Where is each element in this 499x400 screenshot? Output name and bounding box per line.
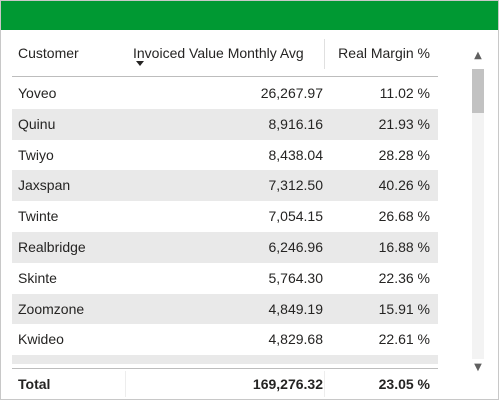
column-divider: [324, 371, 325, 397]
real-margin-cell: 22.36 %: [378, 269, 430, 286]
visual-header-bar: [1, 1, 498, 30]
total-label: Total: [18, 376, 51, 392]
invoiced-value-cell: 5,764.30: [268, 269, 324, 286]
customer-cell: Twinte: [18, 208, 59, 225]
column-divider: [324, 39, 325, 69]
column-header-customer[interactable]: Customer: [12, 30, 125, 77]
real-margin-cell: 22.61 %: [378, 331, 430, 348]
column-header-label: Invoiced Value Monthly Avg: [133, 45, 304, 61]
total-value: 169,276.32: [252, 376, 323, 392]
invoiced-value-cell: 4,829.68: [268, 331, 324, 348]
invoiced-value-cell: 4,849.19: [268, 300, 324, 317]
total-row: Total 169,276.32 23.05 %: [12, 368, 438, 398]
table-row[interactable]: Skinte 5,764.30 22.36 %: [12, 263, 438, 294]
invoiced-value-cell: 26,267.97: [260, 85, 323, 101]
customer-cell: Realbridge: [18, 238, 86, 255]
invoiced-value-cell: 8,438.04: [268, 146, 324, 163]
real-margin-cell: 23.00 %: [379, 355, 430, 364]
real-margin-cell: 15.91 %: [378, 300, 430, 317]
column-header-invoiced-value[interactable]: Invoiced Value Monthly Avg: [125, 30, 324, 77]
real-margin-cell: 40.26 %: [378, 177, 430, 194]
table-row[interactable]: Yoveo 26,267.97 11.02 %: [12, 78, 438, 109]
customer-cell: Skinte: [18, 269, 57, 286]
vertical-scrollbar[interactable]: ▲ ▼: [470, 39, 486, 381]
scroll-thumb[interactable]: [472, 69, 484, 113]
invoiced-value-cell: 6,246.96: [268, 238, 324, 255]
data-table: Customer Invoiced Value Monthly Avg Real…: [12, 30, 438, 399]
real-margin-cell: 28.28 %: [378, 146, 430, 163]
customer-cell: Quinu: [18, 115, 56, 132]
table-row[interactable]: Zoomzone 4,849.19 15.91 %: [12, 293, 438, 325]
invoiced-value-cell: 4,570.32: [269, 355, 324, 364]
real-margin-cell: 21.93 %: [378, 115, 430, 132]
invoiced-value-cell: 7,312.50: [268, 177, 324, 194]
total-margin: 23.05 %: [378, 376, 430, 392]
customer-cell: Tagtune: [18, 355, 68, 364]
customer-cell: Kwideo: [18, 331, 64, 348]
real-margin-cell: 11.02 %: [379, 85, 430, 101]
table-row[interactable]: Twinte 7,054.15 26.68 %: [12, 201, 438, 232]
table-body: Yoveo 26,267.97 11.02 % Quinu 8,916.16 21.93 …: [12, 78, 438, 364]
customer-cell: Zoomzone: [18, 300, 85, 317]
scroll-down-icon[interactable]: ▼: [474, 362, 482, 373]
sort-descending-icon[interactable]: [136, 61, 144, 66]
column-header-label: Customer: [18, 45, 79, 61]
table-row[interactable]: Tagtune 4,570.32 23.00 %: [12, 355, 438, 364]
real-margin-cell: 16.88 %: [378, 238, 430, 255]
customer-cell: Jaxspan: [18, 177, 71, 194]
column-header-label: Real Margin %: [338, 45, 430, 61]
scroll-track[interactable]: [472, 69, 484, 359]
scroll-up-icon[interactable]: ▲: [474, 50, 482, 61]
customer-cell: Twiyo: [18, 146, 54, 163]
invoiced-value-cell: 8,916.16: [268, 115, 324, 132]
table-row[interactable]: Twiyo 8,438.04 28.28 %: [12, 140, 438, 171]
customer-cell: Yoveo: [18, 85, 57, 101]
table-row[interactable]: Quinu 8,916.16 21.93 %: [12, 108, 438, 140]
column-header-real-margin[interactable]: Real Margin %: [324, 30, 438, 77]
table-row[interactable]: Kwideo 4,829.68 22.61 %: [12, 324, 438, 355]
table-row[interactable]: Realbridge 6,246.96 16.88 %: [12, 231, 438, 263]
column-divider: [125, 371, 126, 397]
real-margin-cell: 26.68 %: [378, 208, 430, 225]
table-row[interactable]: Jaxspan 7,312.50 40.26 %: [12, 170, 438, 202]
invoiced-value-cell: 7,054.15: [268, 208, 324, 225]
